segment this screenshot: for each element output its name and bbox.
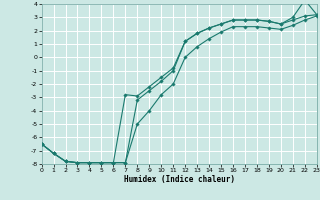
X-axis label: Humidex (Indice chaleur): Humidex (Indice chaleur) — [124, 175, 235, 184]
